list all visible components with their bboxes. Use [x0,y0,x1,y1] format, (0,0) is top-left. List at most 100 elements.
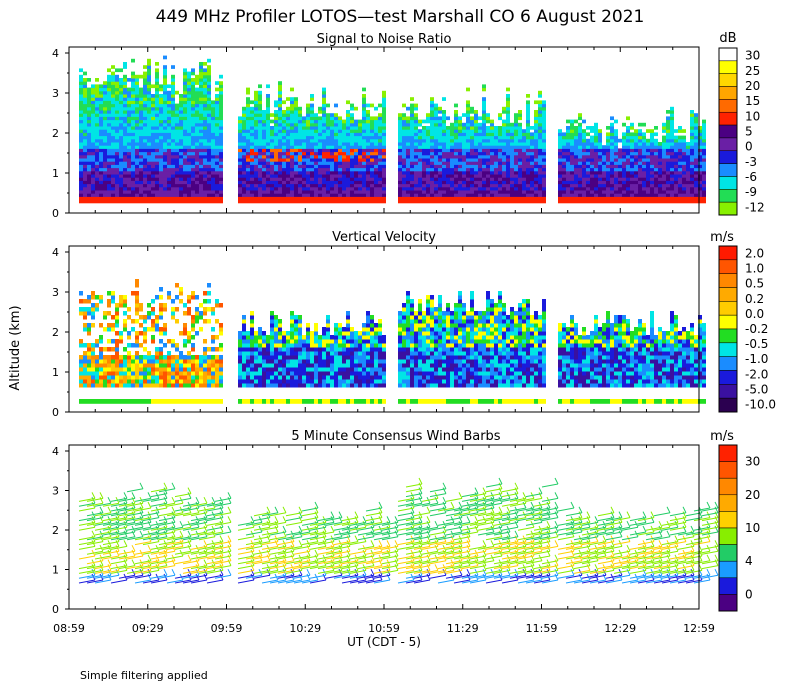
snr-cell [522,183,526,188]
snr-cell [103,90,107,95]
snr-cell [179,135,183,140]
snr-cell [191,177,195,181]
snr-cell [438,186,442,191]
snr-cell [358,122,362,127]
snr-cell [179,113,183,117]
snr-cell [167,135,171,140]
snr-cell [139,180,143,185]
snr-cell [306,138,310,143]
snr-cell [522,132,526,137]
vv-cell [139,375,143,380]
snr-cell [179,145,183,149]
snr-cell [450,183,454,188]
snr-cell [163,55,167,60]
vv-cell [111,315,115,320]
snr-cell [322,180,326,185]
snr-cell [442,138,446,143]
snr-cell [187,167,191,172]
snr-cell [123,186,127,191]
snr-cell [358,170,362,175]
vv-cell [123,375,127,380]
snr-cell [426,164,430,169]
snr-cell [374,145,378,149]
snr-cell [622,154,626,159]
snr-cell [598,135,602,140]
snr-cell [123,78,127,82]
snr-cell [694,161,698,165]
snr-cell [542,103,546,108]
snr-cell [462,174,466,178]
snr-cell [250,138,254,143]
snr-cell [175,148,179,153]
vv-cell [91,371,95,376]
snr-cell [238,161,242,165]
snr-cell [514,183,518,188]
snr-cell [242,145,246,149]
snr-cell [286,97,290,101]
snr-cell [466,132,470,137]
snr-cell [638,135,642,140]
snr-cell [626,193,630,197]
vv-cell [107,291,111,296]
snr-cell [195,170,199,175]
snr-cell [199,183,203,188]
snr-cell [582,193,586,197]
snr-cell [442,167,446,172]
snr-cell [163,65,167,69]
snr-cell [131,180,135,185]
snr-cell [462,183,466,188]
snr-cell [219,145,223,149]
snr-cell [598,186,602,191]
snr-cell [155,145,159,149]
snr-cell [123,87,127,92]
snr-cell [378,161,382,165]
snr-cell [534,126,538,130]
snr-cell [119,129,123,133]
snr-cell [446,186,450,191]
snr-cell [494,154,498,159]
snr-cell [690,110,694,114]
snr-cell [199,148,203,153]
snr-cell [95,161,99,165]
snr-cell [306,126,310,130]
snr-cell [119,158,123,162]
snr-cell [203,62,207,66]
snr-cell [83,135,87,140]
snr-cell [562,158,566,162]
vv-cell [107,371,111,376]
snr-cell [83,145,87,149]
vv-cell [115,379,119,384]
snr-cell [442,148,446,153]
snr-cell [242,110,246,114]
snr-cell [558,164,562,169]
snr-cell [103,170,107,175]
snr-cell [175,174,179,178]
snr-cell [179,183,183,188]
snr-cell [370,132,374,137]
snr-cell [135,110,139,114]
vv-cell [99,351,103,356]
snr-cell [203,78,207,82]
snr-cell [650,164,654,169]
snr-cell [179,180,183,185]
snr-cell [270,180,274,185]
snr-cell [594,161,598,165]
snr-cell [486,170,490,175]
snr-cell [334,170,338,175]
snr-cell [658,170,662,175]
snr-cell [99,113,103,117]
snr-cell [530,135,534,140]
snr-cell [139,110,143,114]
snr-cell [634,132,638,137]
snr-cell [294,135,298,140]
snr-cell [250,180,254,185]
snr-cell [566,193,570,197]
snr-cell [274,199,278,204]
snr-cell [167,167,171,172]
vv-cell [131,327,135,332]
snr-cell [490,154,494,159]
snr-cell [482,126,486,130]
snr-cell [514,167,518,172]
snr-cell [610,193,614,197]
snr-cell [215,87,219,92]
